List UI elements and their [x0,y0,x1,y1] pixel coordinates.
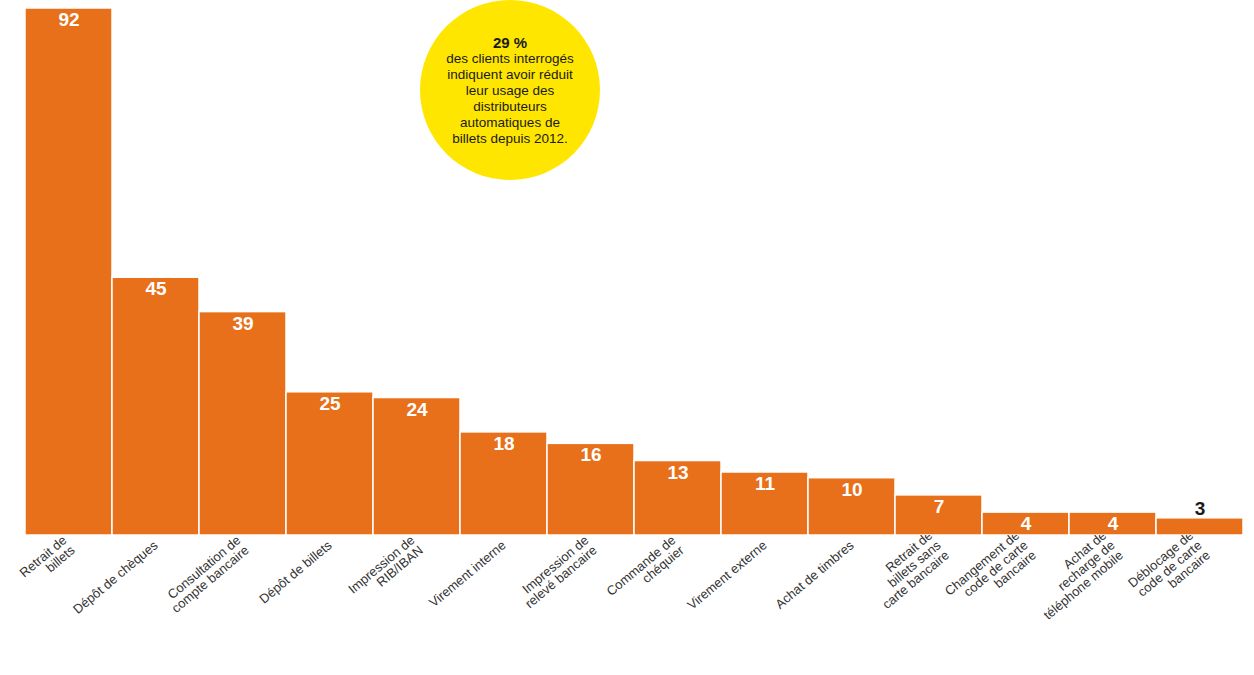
svg-text:Commande dechéquier: Commande dechéquier [603,532,687,609]
svg-text:Impression deRIB/IBAN: Impression deRIB/IBAN [345,533,426,607]
svg-text:4: 4 [1108,513,1119,534]
svg-text:3: 3 [1195,498,1206,519]
html-text:des clients interrogés indique: des clients interrogés indiquent avoir r… [446,50,574,146]
svg-text:25: 25 [319,393,341,414]
svg-text:39: 39 [232,313,253,334]
svg-text:4: 4 [1021,513,1032,534]
svg-text:7: 7 [934,496,945,517]
svg-text:Changement decode de cartebanc: Changement decode de cartebancaire [942,528,1039,619]
svg-text:10: 10 [841,479,862,500]
html-text:29 %: 29 % [492,33,528,51]
svg-text:Achat derecharge detéléphone m: Achat derecharge detéléphone mobile [1024,528,1126,623]
svg-text:Consultation decompte bancaire: Consultation decompte bancaire [160,533,252,616]
svg-text:Virement externe: Virement externe [684,537,769,612]
svg-text:11: 11 [755,473,776,494]
svg-text:Dépôt de chèques: Dépôt de chèques [70,537,161,617]
svg-text:13: 13 [667,462,688,483]
svg-text:Retrait debillets: Retrait debillets [17,532,79,590]
svg-text:Achat de timbres: Achat de timbres [772,537,857,612]
svg-text:45: 45 [145,278,167,299]
svg-text:92: 92 [58,9,79,30]
svg-text:18: 18 [493,433,514,454]
svg-text:16: 16 [580,444,601,465]
svg-text:Virement interne: Virement interne [426,537,509,610]
svg-text:24: 24 [406,399,428,420]
svg-text:Impression derelevé bancaire: Impression derelevé bancaire [514,533,600,612]
svg-text:Déblocage decode de cartebanca: Déblocage decode de cartebancaire [1125,528,1213,611]
svg-text:Retrait debillets sanscarte ba: Retrait debillets sanscarte bancaire [862,527,952,612]
svg-text:Dépôt de billets: Dépôt de billets [256,537,335,606]
